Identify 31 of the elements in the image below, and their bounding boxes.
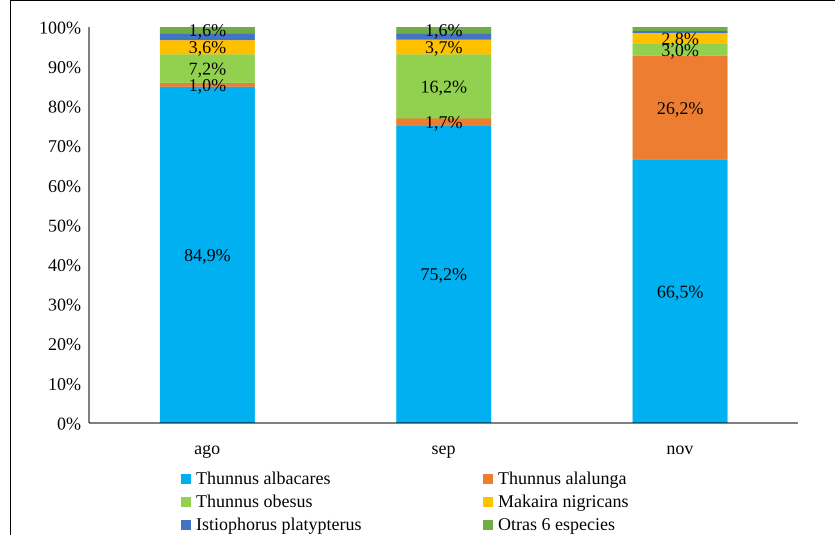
y-tick-label: 60% [48, 176, 81, 196]
y-tick-label: 90% [48, 56, 81, 77]
legend-label: Thunnus albacares [196, 468, 330, 489]
y-tick-label: 70% [48, 136, 81, 156]
data-label: 16,2% [420, 76, 467, 96]
legend-label: Istiophorus platypterus [196, 514, 362, 535]
y-tick-label: 20% [48, 334, 81, 354]
legend-label: Otras 6 especies [498, 514, 615, 535]
data-label: 84,9% [184, 244, 231, 265]
y-tick-label: 80% [48, 96, 81, 117]
y-tick-label: 30% [48, 294, 81, 315]
legend-label: Thunnus alalunga [498, 468, 626, 489]
data-label: 26,2% [656, 98, 704, 118]
x-tick-label: sep [432, 438, 456, 458]
data-label: 7,2% [188, 58, 226, 79]
data-label: 75,2% [420, 264, 467, 284]
bar [632, 27, 728, 31]
x-tick-label: nov [666, 438, 694, 458]
y-tick-label: 100% [39, 17, 81, 38]
data-label: 3,7% [424, 37, 462, 57]
legend-label: Thunnus obesus [196, 491, 312, 512]
bar [632, 160, 728, 423]
bar [396, 40, 492, 54]
y-tick-label: 10% [48, 374, 81, 394]
x-tick-label: ago [194, 438, 220, 458]
y-tick-label: 0% [57, 413, 81, 434]
y-tick-label: 40% [48, 254, 81, 275]
data-label: 3,6% [188, 37, 226, 58]
data-label: 66,5% [656, 281, 704, 302]
y-tick-label: 50% [48, 215, 81, 236]
legend-label: Makaira nigricans [498, 491, 628, 512]
